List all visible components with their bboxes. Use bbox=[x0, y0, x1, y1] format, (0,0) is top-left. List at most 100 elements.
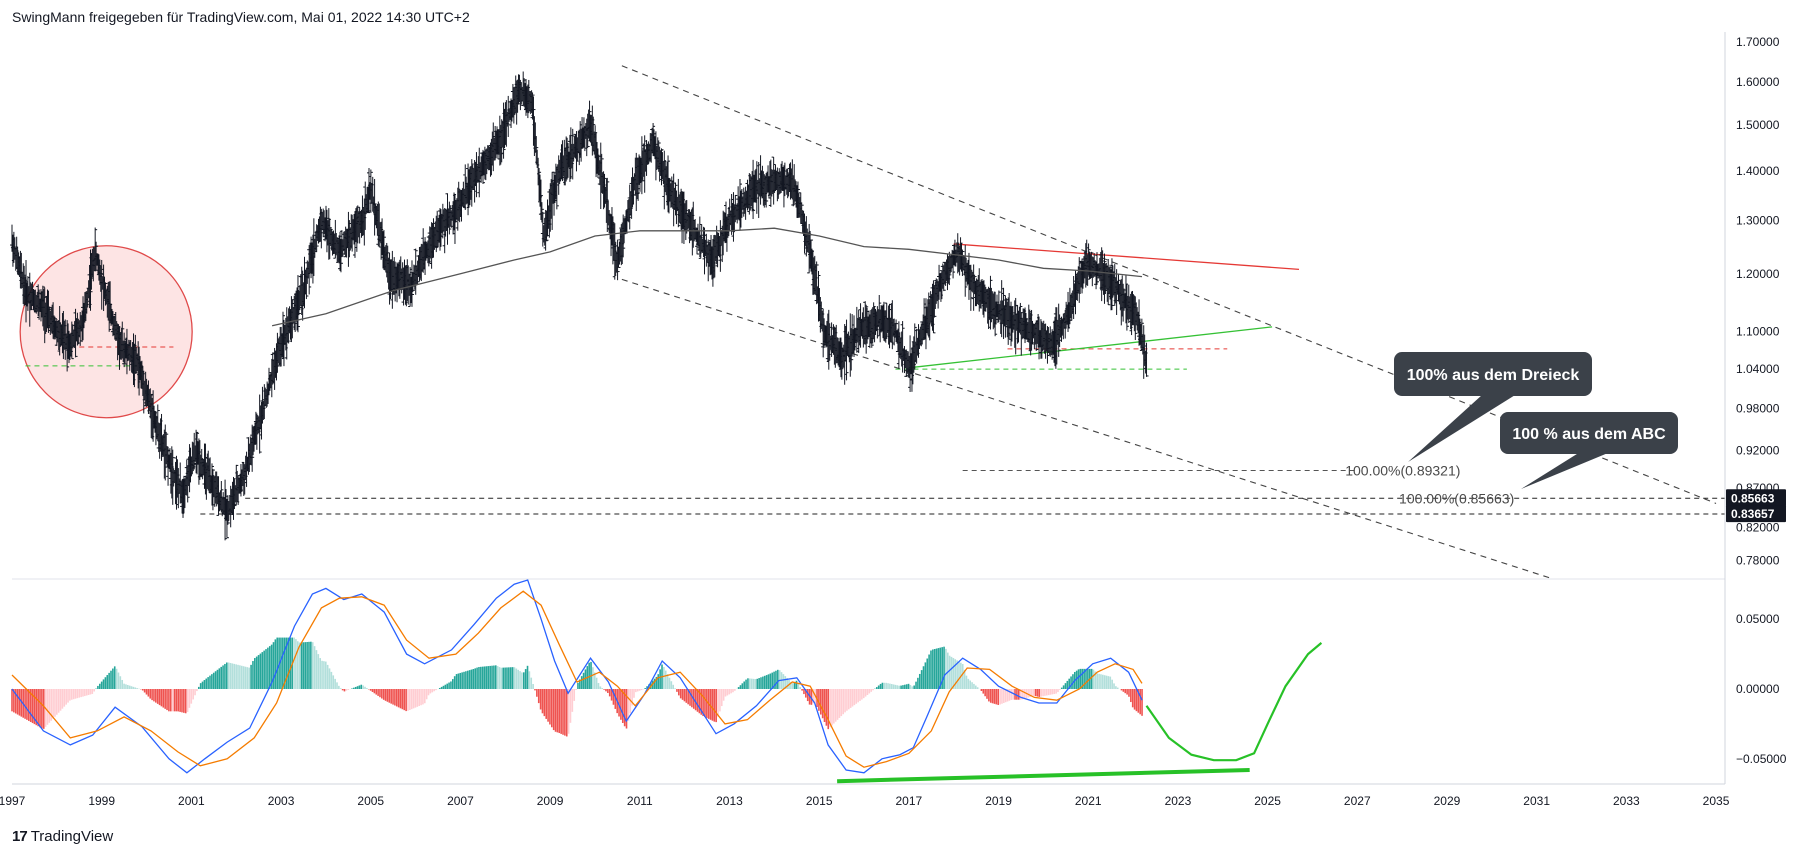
channel-lower-line bbox=[621, 278, 1551, 579]
price-bar bbox=[88, 249, 93, 311]
price-bar bbox=[733, 194, 738, 223]
price-bar bbox=[1089, 251, 1094, 278]
price-bar bbox=[304, 267, 309, 300]
price-bar bbox=[751, 159, 756, 220]
moving-average-group bbox=[271, 227, 1143, 327]
price-bar bbox=[170, 449, 175, 505]
price-bar bbox=[223, 479, 228, 541]
price-bar bbox=[327, 218, 332, 260]
price-bar bbox=[413, 248, 418, 295]
price-bar bbox=[554, 167, 559, 210]
fib-label-1: 100.00%(0.89321) bbox=[1345, 462, 1460, 478]
price-bar bbox=[275, 332, 280, 374]
price-bar bbox=[1102, 253, 1107, 304]
price-bar bbox=[295, 275, 300, 333]
price-bar bbox=[381, 230, 386, 270]
price-bar bbox=[65, 320, 70, 372]
price-bar bbox=[447, 201, 452, 235]
price-bar bbox=[931, 280, 936, 334]
price-bar bbox=[73, 308, 78, 358]
price-bar bbox=[912, 323, 917, 370]
price-bar bbox=[225, 495, 230, 525]
price-bar bbox=[816, 270, 821, 322]
price-bar bbox=[540, 211, 545, 247]
price-bar bbox=[695, 227, 700, 255]
price-bar bbox=[963, 244, 968, 297]
price-bar bbox=[1094, 252, 1099, 285]
price-bar bbox=[1124, 283, 1129, 331]
price-bar bbox=[877, 294, 882, 337]
price-bar bbox=[1056, 303, 1061, 357]
chart-header: SwingMann freigegeben für TradingView.co… bbox=[12, 9, 470, 25]
price-bar bbox=[224, 498, 229, 539]
price-bar bbox=[585, 113, 590, 149]
macd-group bbox=[11, 578, 1725, 784]
price-bar bbox=[951, 250, 956, 279]
price-bar bbox=[666, 155, 671, 213]
price-bar bbox=[372, 178, 377, 236]
price-bar bbox=[979, 279, 984, 309]
price-bar bbox=[1106, 258, 1111, 306]
price-bar bbox=[52, 316, 57, 338]
price-bar bbox=[1109, 258, 1114, 311]
price-bar bbox=[52, 315, 57, 340]
price-bar bbox=[40, 285, 45, 327]
price-bar bbox=[314, 224, 319, 253]
price-bar bbox=[864, 304, 869, 354]
price-bar bbox=[103, 282, 108, 306]
price-bar bbox=[69, 321, 74, 360]
price-bar bbox=[534, 136, 539, 165]
price-bar bbox=[988, 275, 993, 330]
price-bar bbox=[1045, 326, 1050, 364]
price-bar bbox=[599, 153, 604, 193]
price-bar bbox=[107, 281, 112, 332]
price-bar bbox=[1086, 243, 1091, 276]
price-bar bbox=[544, 210, 549, 241]
price-bar bbox=[636, 157, 641, 201]
price-bar bbox=[968, 264, 973, 311]
price-bar bbox=[93, 227, 98, 271]
price-bar bbox=[960, 249, 965, 277]
price-bar bbox=[574, 131, 579, 172]
price-bar bbox=[587, 100, 592, 142]
price-bar bbox=[537, 168, 542, 201]
resistance-trendline bbox=[953, 243, 1300, 271]
price-bar bbox=[257, 394, 262, 454]
price-bar bbox=[771, 156, 776, 205]
price-bar bbox=[307, 245, 312, 295]
price-bar-group bbox=[10, 71, 1149, 541]
price-bar bbox=[366, 186, 371, 214]
price-bar bbox=[900, 321, 905, 373]
price-bar bbox=[501, 102, 506, 159]
price-bar bbox=[615, 239, 620, 281]
price-bar bbox=[1116, 273, 1121, 302]
price-bar bbox=[849, 328, 854, 371]
fib-label-group: 100.00%(0.89321) 100.00%(0.85663) bbox=[1345, 462, 1514, 506]
price-bar bbox=[296, 291, 301, 316]
price-bar bbox=[234, 464, 239, 506]
price-bar bbox=[809, 239, 814, 272]
price-bar bbox=[659, 148, 664, 186]
price-bar bbox=[469, 159, 474, 207]
price-bar bbox=[531, 96, 536, 146]
price-bar bbox=[385, 245, 390, 283]
price-bar bbox=[799, 202, 804, 224]
price-bar bbox=[185, 465, 190, 503]
circle-highlight bbox=[19, 245, 193, 419]
price-bar bbox=[1144, 342, 1149, 377]
price-bar bbox=[795, 181, 800, 218]
price-bar bbox=[605, 177, 610, 233]
price-bar bbox=[155, 404, 160, 442]
price-bar bbox=[570, 128, 575, 180]
price-bar bbox=[844, 319, 849, 381]
price-bar bbox=[281, 311, 286, 359]
price-bar bbox=[993, 291, 998, 337]
price-bar bbox=[195, 431, 200, 475]
price-bar bbox=[941, 265, 946, 292]
support-trendline bbox=[908, 326, 1273, 369]
price-bar bbox=[210, 469, 215, 511]
price-bar bbox=[409, 260, 414, 307]
moving-average-line bbox=[271, 227, 1143, 327]
fib-label-2: 100.00%(0.85663) bbox=[1399, 490, 1514, 506]
